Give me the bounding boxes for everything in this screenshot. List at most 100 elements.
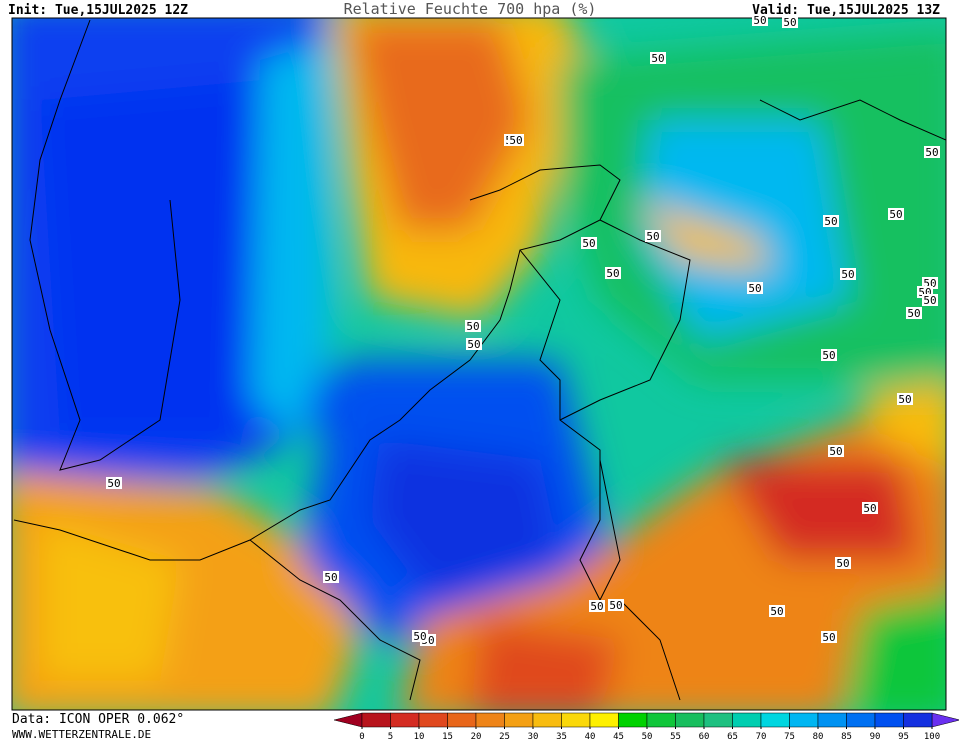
- colorbar-swatch: [418, 712, 448, 728]
- contour-label: 50: [841, 268, 854, 281]
- contour-label-bg: [645, 230, 661, 242]
- colorbar-swatch: [732, 712, 762, 728]
- contour-label-bg: [922, 294, 938, 306]
- contour-label: 50: [753, 14, 766, 27]
- contour-label: 50: [863, 502, 876, 515]
- contour-label-bg: [412, 630, 428, 642]
- colorbar-tick-label: 55: [670, 732, 681, 741]
- colorbar-swatch: [361, 712, 391, 728]
- contour-label: 50: [923, 294, 936, 307]
- colorbar-tick-label: 75: [784, 732, 795, 741]
- contour-label-bg: [924, 146, 940, 158]
- contour-label: 50: [466, 320, 479, 333]
- contour-label: 50: [824, 215, 837, 228]
- contour-label: 50: [925, 146, 938, 159]
- contour-label: 50: [509, 134, 522, 147]
- contour-label-bg: [769, 605, 785, 617]
- colorbar-tick-label: 80: [813, 732, 824, 741]
- contour-label-bg: [650, 52, 666, 64]
- colorbar-tick-label: 15: [442, 732, 453, 741]
- contour-label: 50: [829, 445, 842, 458]
- contour-label: 50: [748, 282, 761, 295]
- colorbar-tick-label: 35: [556, 732, 567, 741]
- contour-labels: 50 50 50 50 50 50 50 50 50 50 50 50 50 50 50 50 50 50 50 50…: [106, 14, 940, 647]
- colorbar-tick-label: 95: [898, 732, 909, 741]
- contour-label-bg: [897, 393, 913, 405]
- contour-label: 50: [590, 600, 603, 613]
- contour-label-bg: [906, 307, 922, 319]
- colorbar-tick-label: 10: [414, 732, 425, 741]
- humidity-field: [12, 18, 946, 710]
- colorbar-swatch: [447, 712, 477, 728]
- contour-label-bg: [752, 14, 768, 26]
- contour-label: 50: [783, 16, 796, 29]
- colorbar-under: [333, 712, 363, 728]
- site-url: WWW.WETTERZENTRALE.DE: [12, 728, 151, 741]
- contour-label: 50: [898, 393, 911, 406]
- colorbar-swatch: [903, 712, 933, 728]
- map-title: Relative Feuchte 700 hpa (%): [344, 0, 597, 18]
- contour-label-bg: [835, 557, 851, 569]
- contour-label-bg: [888, 208, 904, 220]
- contour-label: 50: [646, 230, 659, 243]
- colorbar-swatch: [703, 712, 733, 728]
- colorbar-swatch: [760, 712, 790, 728]
- colorbar-swatch: [817, 712, 847, 728]
- colorbar-swatch: [561, 712, 591, 728]
- colorbar-tick-label: 100: [924, 732, 940, 741]
- colorbar-swatch: [874, 712, 904, 728]
- colorbar-swatch: [589, 712, 619, 728]
- colorbar-tick-label: 40: [585, 732, 596, 741]
- contour-label: 50: [609, 599, 622, 612]
- contour-label: 50: [889, 208, 902, 221]
- colorbar-tick-label: 85: [841, 732, 852, 741]
- colorbar-tick-label: 25: [499, 732, 510, 741]
- contour-label: 50: [836, 557, 849, 570]
- colorbar-swatch: [504, 712, 534, 728]
- colorbar-tick-label: 50: [642, 732, 653, 741]
- contour-label: 50: [413, 630, 426, 643]
- contour-label-bg: [106, 477, 122, 489]
- colorbar-tick-label: 90: [870, 732, 881, 741]
- contour-label: 50: [822, 349, 835, 362]
- colorbar-tick-label: 45: [613, 732, 624, 741]
- contour-label-bg: [508, 134, 524, 146]
- contour-label: 50: [770, 605, 783, 618]
- colorbar-swatch: [390, 712, 420, 728]
- contour-label: 50: [651, 52, 664, 65]
- contour-label-bg: [782, 16, 798, 28]
- contour-label: 50: [467, 338, 480, 351]
- contour-label: 50: [606, 267, 619, 280]
- init-time: Init: Tue,15JUL2025 12Z: [8, 3, 188, 18]
- contour-label-bg: [605, 267, 621, 279]
- colorbar-swatch: [846, 712, 876, 728]
- map-frame: [11, 17, 947, 711]
- contour-label: 50: [107, 477, 120, 490]
- colorbar-swatch: [789, 712, 819, 728]
- colorbar-tick-label: 30: [528, 732, 539, 741]
- data-source: Data: ICON OPER 0.062°: [12, 712, 184, 727]
- contour-label-bg: [323, 571, 339, 583]
- contour-label-bg: [466, 338, 482, 350]
- colorbar-tick-label: 20: [471, 732, 482, 741]
- contour-label-bg: [840, 268, 856, 280]
- colorbar-swatch: [475, 712, 505, 728]
- colorbar-tick-label: 60: [699, 732, 710, 741]
- contour-label-bg: [828, 445, 844, 457]
- colorbar-tick-label: 0: [359, 732, 364, 741]
- colorbar-swatch: [618, 712, 648, 728]
- colorbar-tick-label: 70: [756, 732, 767, 741]
- contour-label-bg: [823, 215, 839, 227]
- contour-label: 50: [822, 631, 835, 644]
- contour-label: 50: [582, 237, 595, 250]
- contour-label: 50: [907, 307, 920, 320]
- contour-label-bg: [821, 631, 837, 643]
- colorbar-tick-label: 65: [727, 732, 738, 741]
- colorbar: 0 5 10 15 20 25 30 35 40 45 50 55 60 65 70 75 80 85 90 95 10…: [333, 712, 959, 742]
- contour-label-bg: [747, 282, 763, 294]
- colorbar-swatch: [532, 712, 562, 728]
- valid-time: Valid: Tue,15JUL2025 13Z: [752, 3, 940, 18]
- colorbar-tick-label: 5: [388, 732, 393, 741]
